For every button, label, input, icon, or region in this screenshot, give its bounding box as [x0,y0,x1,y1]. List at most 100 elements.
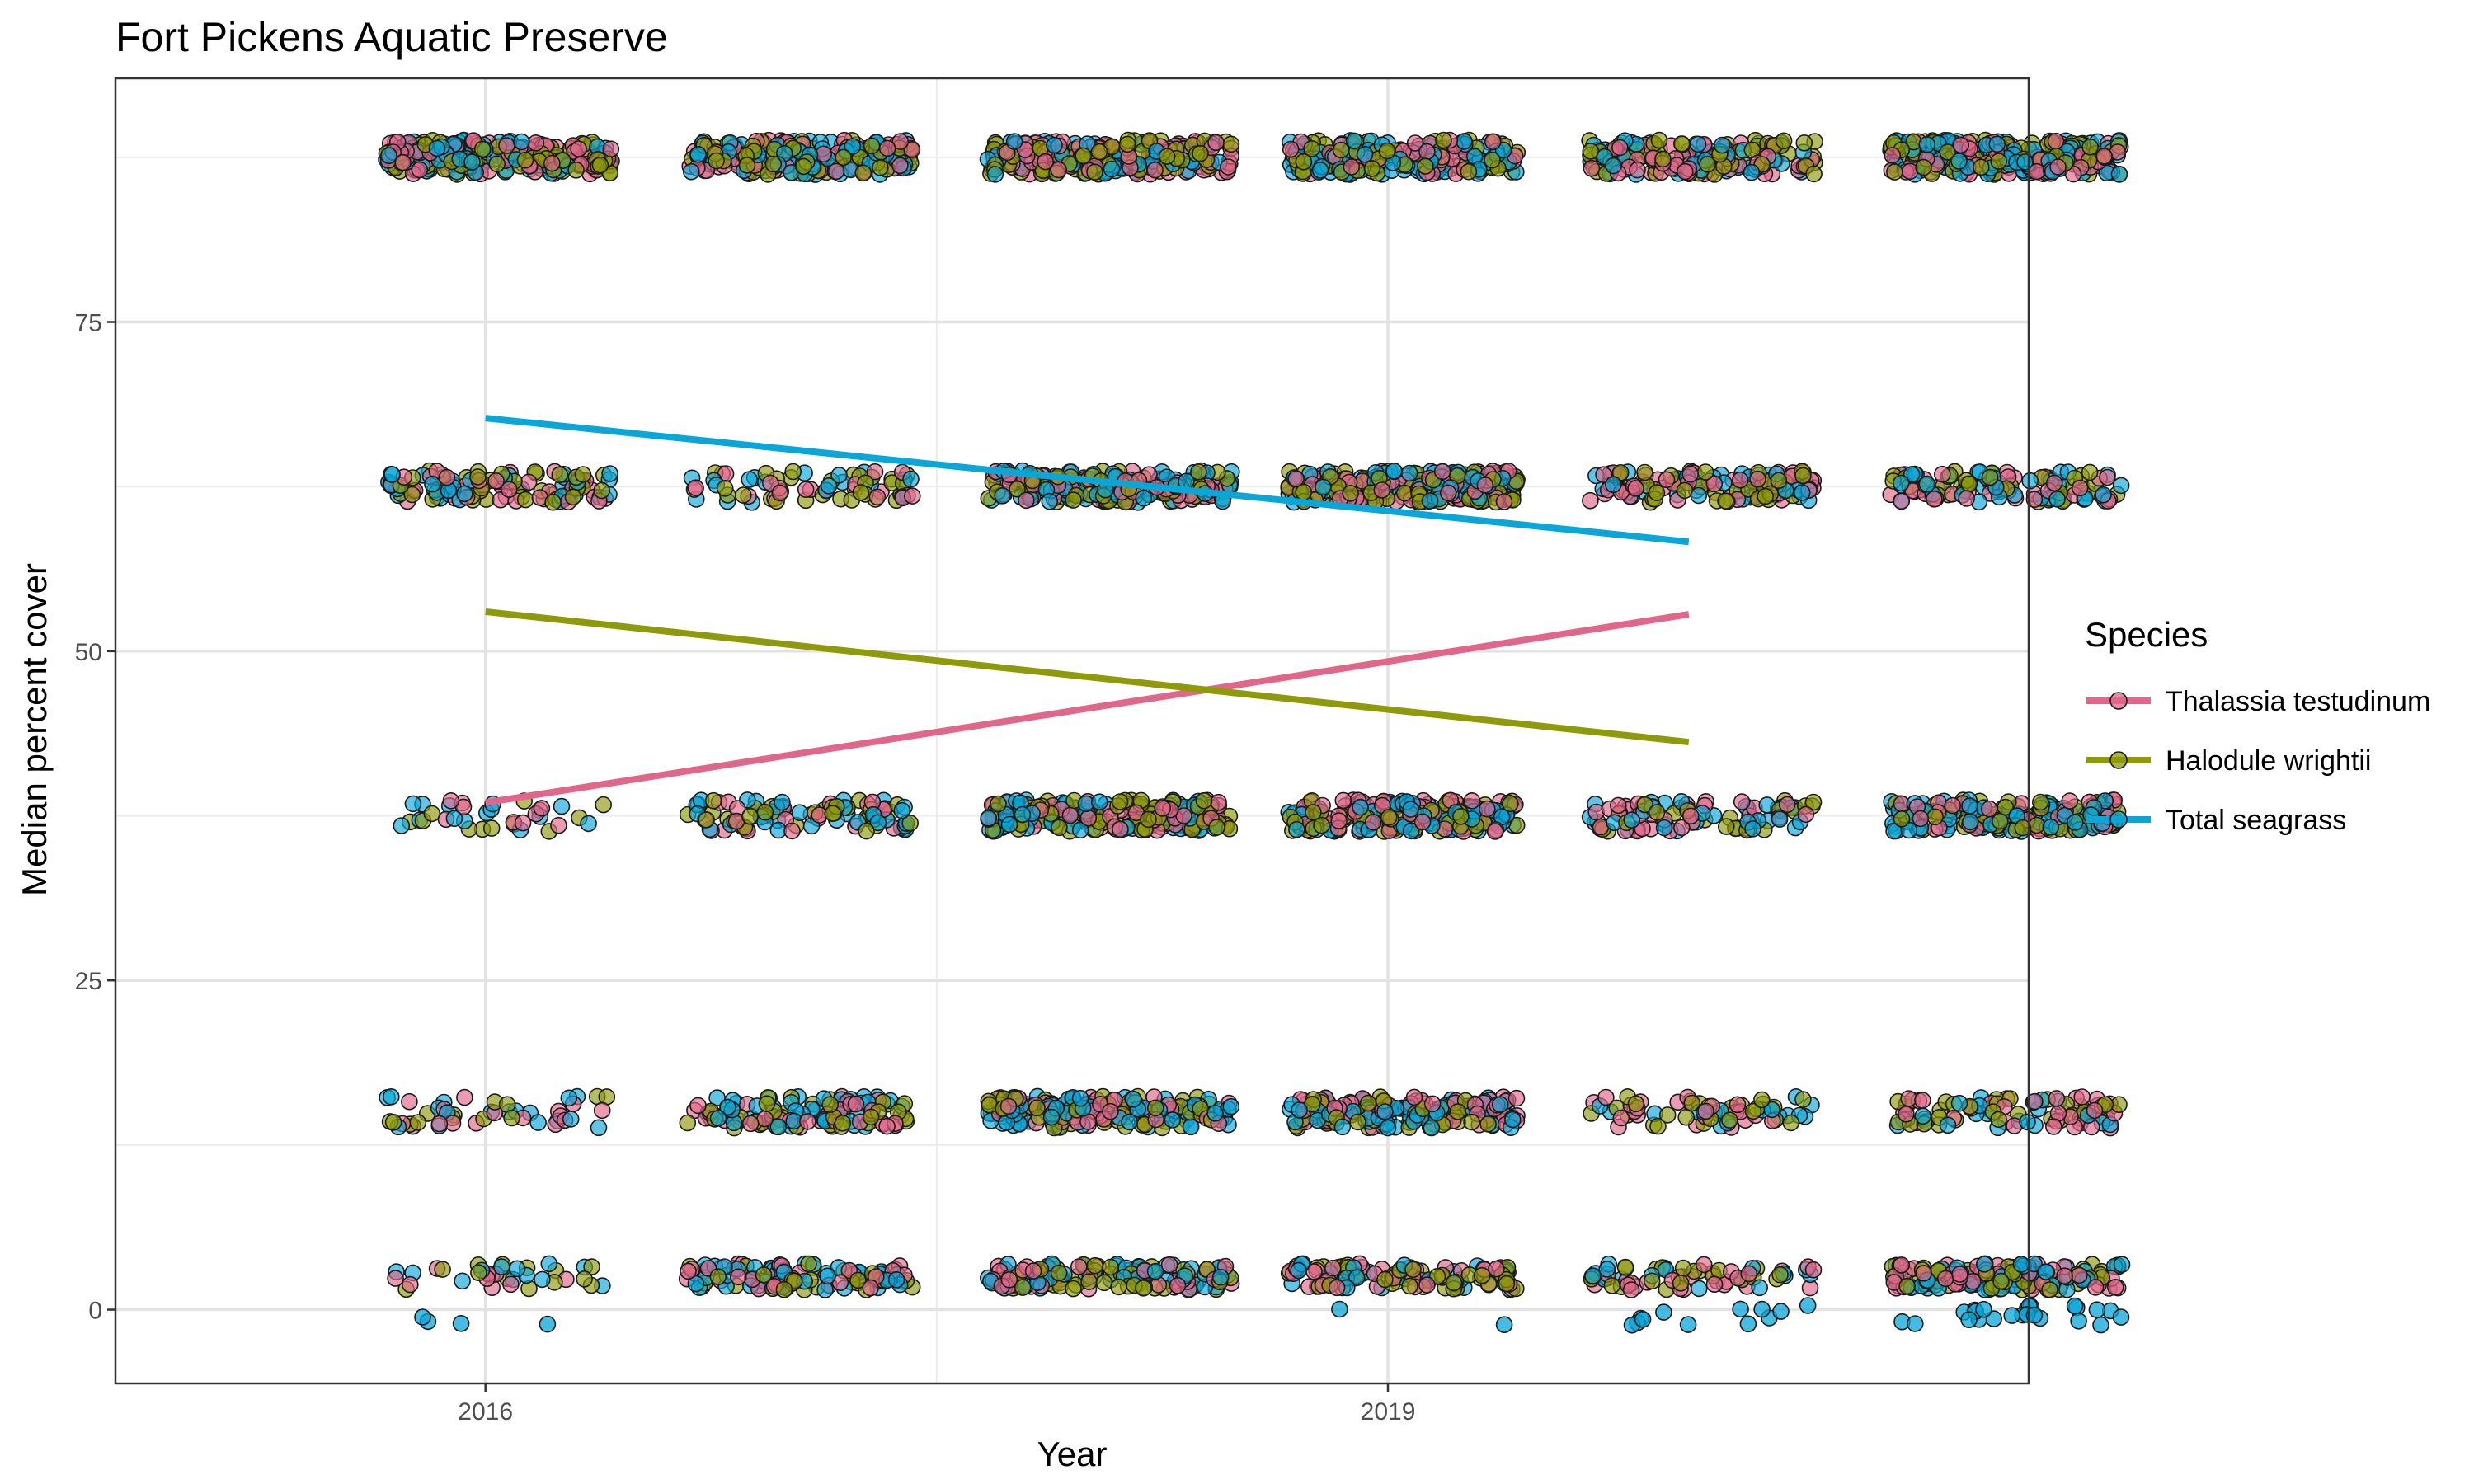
data-point [741,1115,760,1133]
data-point [456,485,473,503]
data-point [428,139,446,157]
data-point [1793,484,1811,501]
data-point [835,148,853,167]
data-point [1960,475,1978,493]
data-point [1024,1262,1042,1280]
data-point [1717,492,1734,510]
data-point [1463,1113,1480,1131]
legend-title: Species [2085,615,2208,654]
data-point [424,475,441,493]
data-point [1772,1303,1790,1320]
data-point [2012,1256,2030,1273]
data-point [1303,140,1320,157]
data-point [1079,809,1098,827]
data-point [1423,1119,1441,1137]
data-point [1342,484,1359,502]
data-point [1778,796,1796,814]
data-point [1655,819,1673,837]
data-point [771,484,789,502]
data-point [1287,470,1305,487]
data-point [1071,1089,1089,1107]
data-point [1359,1094,1377,1112]
data-point [2032,793,2049,811]
legend-label: Total seagrass [2166,805,2346,836]
data-point [560,1089,578,1107]
data-point [1091,793,1108,811]
data-point [1934,465,1951,483]
data-point [1597,1088,1615,1106]
data-point [1681,807,1700,825]
data-point [387,1270,404,1287]
data-point [1207,134,1225,152]
data-point [716,479,734,497]
data-point [1333,1118,1352,1136]
data-point [1611,139,1629,157]
data-point [430,1115,449,1133]
data-point [1210,793,1227,811]
data-point [423,805,441,823]
data-point [1112,820,1129,838]
data-point [1449,1103,1467,1120]
data-point [741,471,759,488]
data-point [1914,1092,1931,1109]
data-point [1349,1113,1366,1131]
data-point [2067,814,2084,831]
data-point [1373,481,1391,499]
data-point [2047,132,2065,150]
data-point [1697,1102,1714,1120]
data-point [550,816,567,834]
data-point [567,162,585,179]
data-point [1456,133,1473,150]
data-point [463,153,481,171]
data-point [1037,153,1054,171]
data-point [503,1109,520,1127]
data-point [2071,1266,2088,1284]
data-point [2045,474,2063,492]
data-point [580,815,597,833]
data-point [2049,158,2067,176]
data-point [834,1115,852,1132]
data-point [470,1264,487,1281]
data-point [878,139,896,157]
data-point [1222,1097,1240,1115]
legend-label: Thalassia testudinum [2166,686,2430,717]
data-point [500,481,518,499]
data-point [980,809,997,827]
data-point [1378,142,1396,160]
data-point [593,1101,611,1120]
data-point [2092,1316,2109,1334]
data-point [902,470,920,488]
data-point [1473,1266,1491,1284]
data-point [758,1095,776,1112]
data-point [1000,815,1018,834]
data-point [1658,1106,1677,1124]
data-point [1192,144,1209,162]
data-point [1345,132,1363,150]
data-point [1732,471,1749,489]
data-point [1158,148,1176,165]
data-point [1220,158,1237,176]
data-point [1014,805,1032,824]
data-point [1643,1272,1661,1290]
data-point [1691,1280,1708,1298]
data-point [830,467,848,484]
data-point [1973,158,1990,176]
data-point [1926,808,1944,826]
data-point [2086,1101,2104,1120]
data-point [473,140,492,158]
legend-label: Halodule wrightii [2166,745,2371,777]
data-point [1674,1259,1692,1277]
data-point [1648,484,1666,501]
data-point [820,477,838,495]
data-point [383,466,401,483]
data-point [689,1097,707,1115]
data-point [872,159,889,176]
legend: Species Thalassia testudinum Halodule wri… [2085,615,2430,836]
data-point [1324,1259,1342,1277]
data-point [1328,1279,1346,1297]
data-point [534,1270,551,1289]
data-point [1655,1303,1672,1321]
data-point [1733,793,1751,810]
data-point [1400,464,1418,482]
data-point [1690,486,1708,505]
